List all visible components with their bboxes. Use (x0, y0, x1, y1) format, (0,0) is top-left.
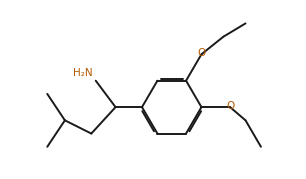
Text: O: O (197, 48, 206, 58)
Text: O: O (226, 101, 234, 111)
Text: H₂N: H₂N (73, 69, 92, 78)
